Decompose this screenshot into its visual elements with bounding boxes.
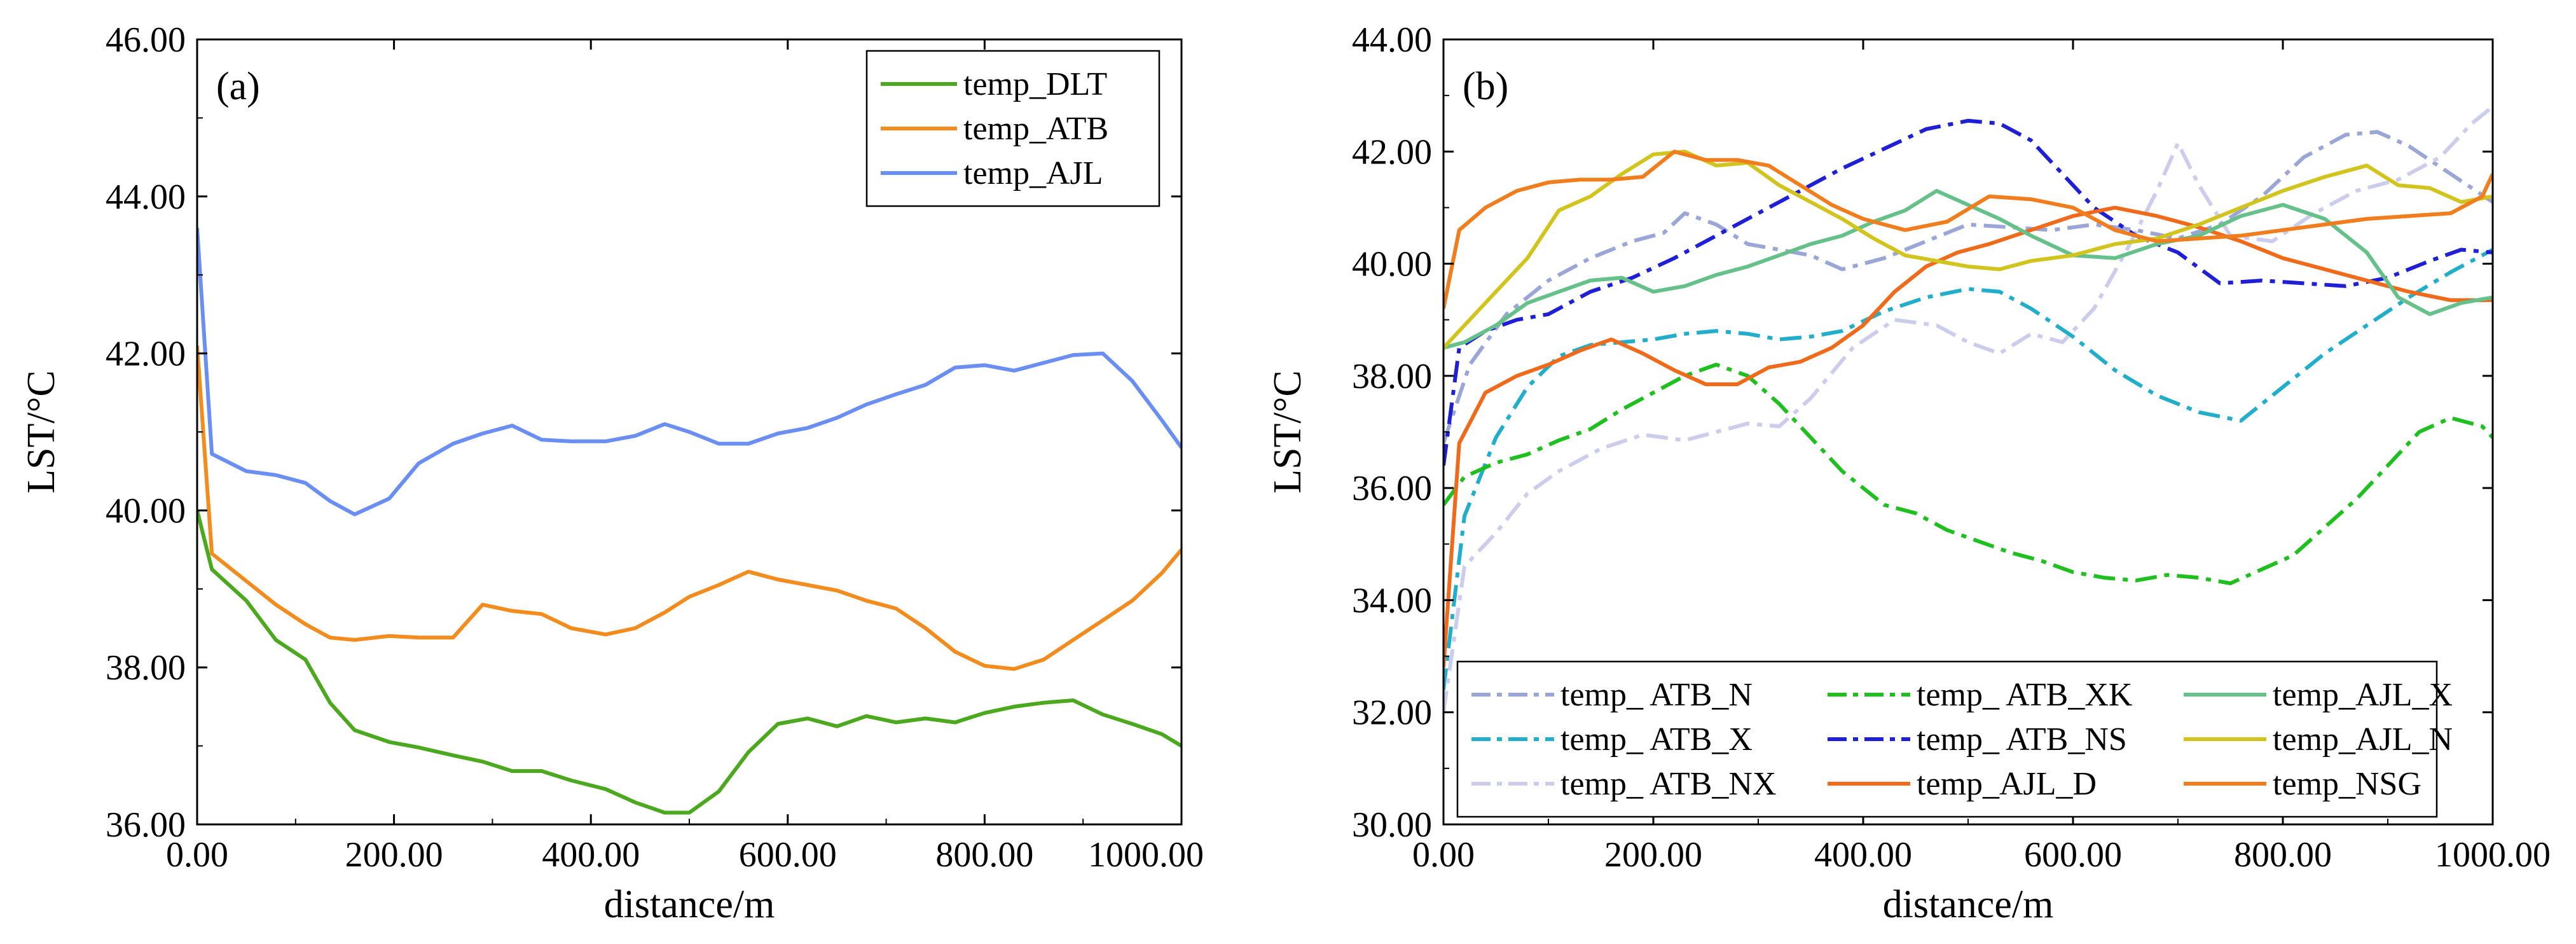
- legend-entry-label: temp_ ATB_NS: [1917, 721, 2127, 758]
- chart-panel-a: 0.00 200.00 400.00 600.00 800.00 1000.00 36.00…: [20, 20, 1204, 926]
- y-tick-label: 46.00: [106, 20, 186, 60]
- x-tick-label: 400.00: [1814, 835, 1912, 875]
- legend: temp_DLT temp_ATB temp_AJL: [865, 50, 1161, 207]
- legend-entry-label: temp_AJL_D: [1917, 766, 2097, 802]
- x-tick-label: 400.00: [542, 835, 640, 875]
- y-tick-label: 44.00: [106, 177, 186, 217]
- panel-label: (a): [216, 65, 260, 108]
- y-tick-label: 36.00: [106, 805, 186, 845]
- legend-entry-label: temp_NSG: [2273, 766, 2421, 802]
- series-line-temp-atb-nx: [1443, 105, 2493, 713]
- legend-entry-label: temp_DLT: [963, 66, 1107, 102]
- series-line-temp-ajl-d: [1443, 205, 2493, 668]
- legend-entry-label: temp_ ATB_N: [1560, 677, 1753, 713]
- y-tick-label: 42.00: [106, 335, 186, 374]
- x-tick-label: 800.00: [2234, 835, 2332, 875]
- x-axis-label: distance/m: [604, 883, 775, 926]
- y-tick-label: 38.00: [1352, 357, 1432, 396]
- legend: temp_ ATB_N temp_ ATB_XK temp_AJL_X temp_ A…: [1456, 660, 2453, 818]
- y-tick-label: 30.00: [1352, 805, 1432, 845]
- x-tick-label: 800.00: [935, 835, 1033, 875]
- panel-label: (b): [1463, 65, 1508, 108]
- x-tick-label: 0.00: [1412, 835, 1475, 875]
- x-tick-label: 0.00: [166, 835, 228, 875]
- legend-entry-label: temp_ ATB_XK: [1917, 677, 2133, 713]
- y-tick-label: 40.00: [106, 491, 186, 531]
- y-tick-label: 38.00: [106, 648, 186, 688]
- legend-box: [1456, 660, 2438, 818]
- x-tick-label: 1000.00: [2435, 835, 2551, 875]
- x-tick-label: 600.00: [2024, 835, 2122, 875]
- legend-entry-label: temp_AJL_N: [2273, 721, 2453, 758]
- series-line-temp-nsg: [1443, 149, 2493, 309]
- series-line-temp-ajl: [197, 228, 1181, 517]
- y-axis-label: LST/°C: [1266, 370, 1309, 494]
- x-tick-label: 200.00: [1604, 835, 1702, 875]
- y-tick-label: 44.00: [1352, 20, 1432, 60]
- series-line-temp-dlt: [197, 510, 1181, 815]
- legend-entry-label: temp_AJL_X: [2273, 677, 2453, 713]
- x-axis-label: distance/m: [1883, 883, 2054, 926]
- series-line-temp-atb-x: [1443, 247, 2493, 690]
- legend-entry-label: temp_ ATB_NX: [1560, 766, 1776, 802]
- chart-panel-b: 0.00 200.00 400.00 600.00 800.00 1000.00 30.00…: [1266, 20, 2551, 926]
- y-tick-label: 40.00: [1352, 245, 1432, 284]
- x-tick-label: 1000.00: [1088, 835, 1204, 875]
- y-tick-label: 42.00: [1352, 132, 1432, 172]
- legend-entry-label: temp_AJL: [963, 155, 1103, 191]
- y-tick-label: 34.00: [1352, 581, 1432, 620]
- series-line-temp-atb-ns: [1443, 118, 2493, 466]
- x-tick-label: 600.00: [739, 835, 837, 875]
- y-tick-label: 32.00: [1352, 693, 1432, 733]
- x-tick-label: 200.00: [345, 835, 443, 875]
- series-line-temp-ajl-x: [1443, 189, 2493, 350]
- y-axis-label: LST/°C: [20, 370, 63, 494]
- y-tick-label: 36.00: [1352, 469, 1432, 508]
- legend-entry-label: temp_ATB: [963, 111, 1108, 147]
- legend-entry-label: temp_ ATB_X: [1560, 721, 1753, 758]
- series-line-temp-atb: [197, 345, 1181, 671]
- series-line-temp-ajl-n: [1443, 149, 2493, 349]
- series-line-temp-atb-xk: [1443, 363, 2493, 585]
